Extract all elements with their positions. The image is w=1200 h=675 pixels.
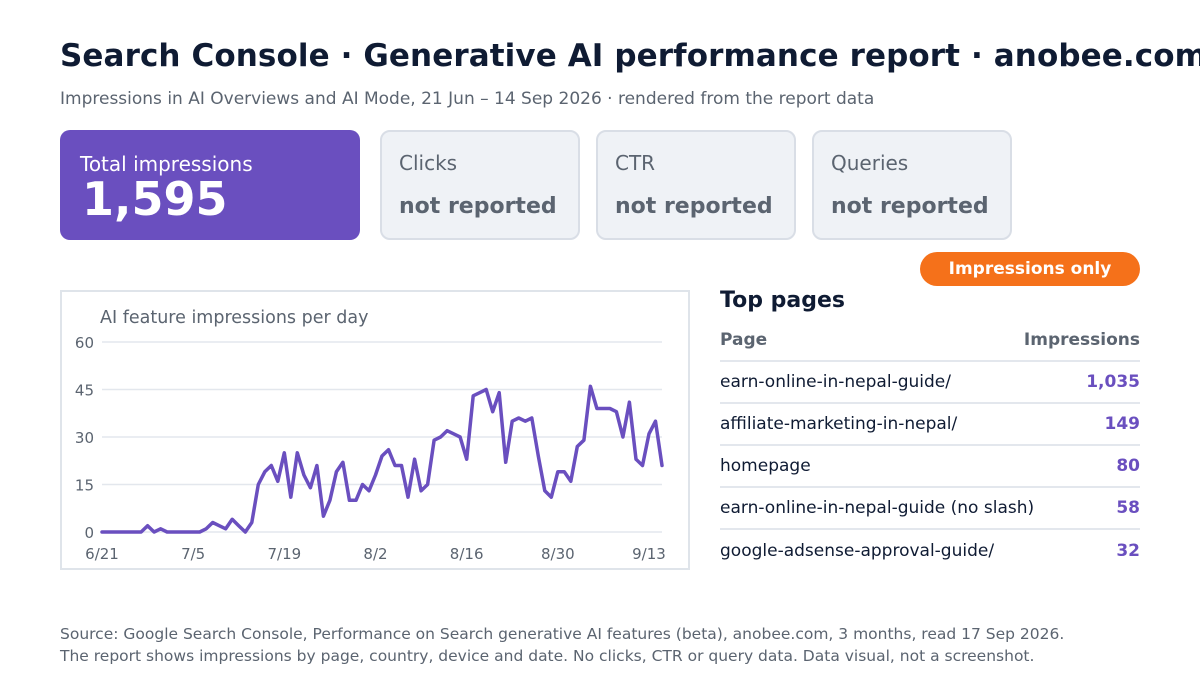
impressions-line-chart: AI feature impressions per day 0 15 30 45 60… (75, 308, 666, 563)
y-tick-label: 45 (75, 382, 94, 400)
kpi-queries-value: not reported (831, 194, 989, 219)
page-cell: earn-online-in-nepal-guide (no slash) (720, 498, 1035, 518)
x-tick-label: 7/19 (267, 545, 301, 563)
kpi-impressions-value: 1,595 (82, 172, 228, 226)
page-cell: earn-online-in-nepal-guide/ (720, 372, 951, 392)
chart-title: AI feature impressions per day (100, 308, 368, 328)
x-tick-label: 9/13 (632, 545, 666, 563)
kpi-clicks-label: Clicks (399, 151, 458, 175)
x-tick-label: 6/21 (85, 545, 119, 563)
page-cell: google-adsense-approval-guide/ (720, 541, 995, 561)
source-line-1: Source: Google Search Console, Performan… (60, 625, 1065, 643)
y-tick-label: 0 (84, 524, 94, 542)
impressions-only-badge: Impressions only (920, 252, 1140, 286)
kpi-card-queries: Queries not reported (812, 130, 1012, 240)
kpi-ctr-value: not reported (615, 194, 773, 219)
x-tick-label: 8/2 (363, 545, 387, 563)
table-row: google-adsense-approval-guide/ 32 (720, 530, 1140, 572)
kpi-card-clicks: Clicks not reported (380, 130, 580, 240)
y-tick-label: 30 (75, 429, 94, 447)
impressions-cell: 149 (1104, 414, 1141, 434)
page-cell: homepage (720, 456, 811, 476)
source-note: Source: Google Search Console, Performan… (60, 623, 1064, 667)
page-cell: affiliate-marketing-in-nepal/ (720, 414, 958, 434)
source-line-2: The report shows impressions by page, co… (60, 647, 1035, 665)
impressions-cell: 80 (1116, 456, 1140, 476)
x-tick-label: 7/5 (181, 545, 205, 563)
kpi-impressions-label: Total impressions (80, 152, 253, 176)
top-pages-header: Page Impressions (720, 320, 1140, 362)
top-pages-title: Top pages (720, 288, 845, 313)
table-row: affiliate-marketing-in-nepal/ 149 (720, 404, 1140, 446)
impressions-cell: 32 (1116, 541, 1140, 561)
impressions-cell: 58 (1116, 498, 1140, 518)
kpi-card-ctr: CTR not reported (596, 130, 796, 240)
x-tick-label: 8/30 (541, 545, 575, 563)
y-tick-label: 60 (75, 334, 94, 352)
kpi-card-impressions: Total impressions 1,595 (60, 130, 360, 240)
impressions-chart: AI feature impressions per day 0 15 30 45 60… (60, 290, 690, 570)
impressions-cell: 1,035 (1086, 372, 1140, 392)
impressions-series-line (100, 384, 664, 534)
table-row: homepage 80 (720, 446, 1140, 488)
column-header-page: Page (720, 330, 768, 350)
table-row: earn-online-in-nepal-guide/ 1,035 (720, 362, 1140, 404)
kpi-ctr-label: CTR (615, 151, 656, 175)
kpi-clicks-value: not reported (399, 194, 557, 219)
y-tick-label: 15 (75, 477, 94, 495)
x-tick-label: 8/16 (450, 545, 484, 563)
top-pages-table: Page Impressions earn-online-in-nepal-gu… (720, 320, 1140, 572)
column-header-impressions: Impressions (1023, 330, 1140, 350)
table-row: earn-online-in-nepal-guide (no slash) 58 (720, 488, 1140, 530)
page-subtitle: Impressions in AI Overviews and AI Mode,… (60, 89, 875, 109)
kpi-queries-label: Queries (831, 151, 909, 175)
page-title: Search Console · Generative AI performan… (60, 38, 1200, 74)
